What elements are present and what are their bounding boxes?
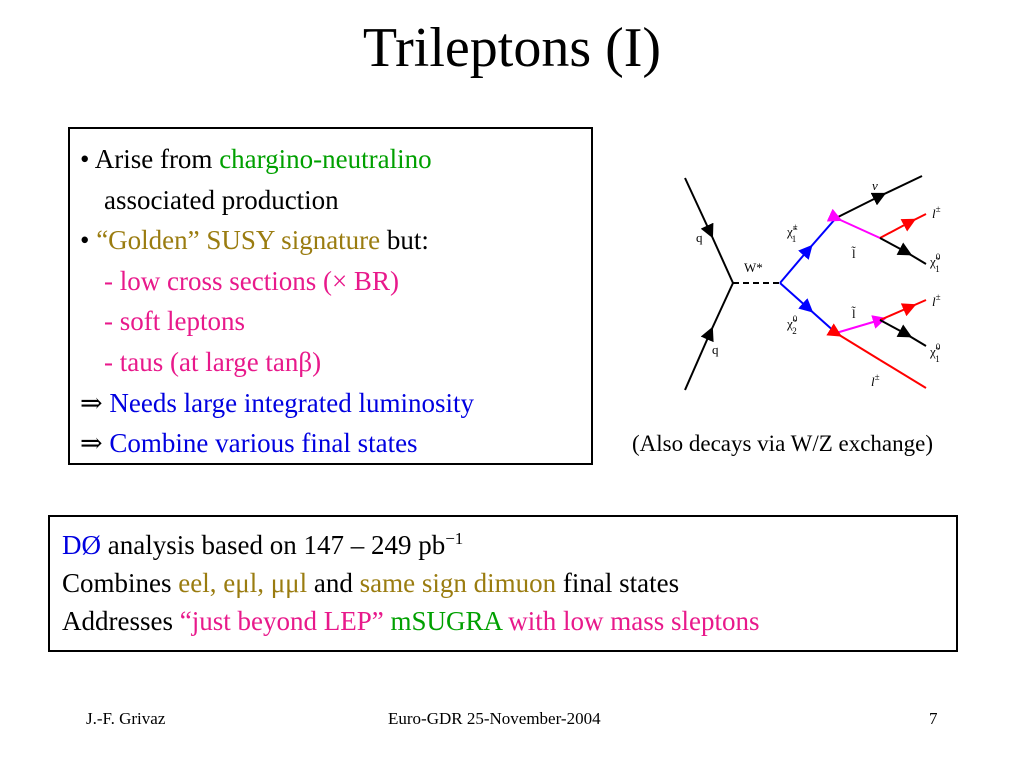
neutralino2-line [779,282,814,313]
footer-page-number: 7 [929,709,938,728]
slepton-label-top: l̃ [851,246,856,261]
neutrino-line-b [879,175,923,197]
neutralino1-line-bottom-b [905,333,927,347]
neutralino1-bottom-sub: 1 [935,354,940,364]
neutrino-line [835,192,887,219]
implication-luminosity: ⇒ Needs large integrated luminosity [80,383,591,424]
quark-line-bottom-b [684,326,714,391]
neutralino1-bottom-sup: 0 [936,342,941,352]
channels-text: eel, eμl, μμl [178,568,308,598]
implication-2-text: Combine various final states [109,428,418,459]
bullet-1-prefix: Arise from [94,144,213,174]
neutralino1-top-sup: 0 [936,252,941,262]
lepton-line-2 [879,303,917,321]
neutralino2-label: χ̃0 2 [786,314,798,336]
neutralino1-line-bottom [879,319,913,338]
chargino-line [779,249,809,284]
slepton-label-bottom: l̃ [851,306,856,321]
analysis-line-2-suffix: final states [562,568,680,598]
slide-title: Trileptons (I) [362,17,662,79]
footer-event: Euro-GDR 25-November-2004 [388,709,601,728]
neutralino1-bottom-symbol: χ̃ [929,344,941,359]
lepton-3-symbol: l [871,374,875,389]
analysis-line-3: Addresses “just beyond LEP” mSUGRA with … [62,602,956,640]
chargino-sub: 1 [792,234,797,244]
lepton-line-3 [826,323,881,361]
low-mass-sleptons-text: with low mass sleptons [508,606,760,636]
implication-1-text: Needs large integrated luminosity [109,387,475,418]
neutralino1-line-top-b [905,251,927,265]
w-label: W* [744,260,763,275]
chargino-symbol: χ̃ [786,224,798,239]
bullet-line-1: • Arise from chargino-neutralino [80,139,591,180]
msugra-text: mSUGRA [390,606,502,636]
inverse-pb-exponent: −1 [445,529,464,548]
bullet-box: • Arise from chargino-neutralino associa… [68,127,593,465]
lepton-2-sup: ± [936,292,941,302]
analysis-line-2-prefix: Combines [62,568,172,598]
lepton-label-2: l± [932,292,941,309]
neutralino1-top-symbol: χ̃ [929,254,941,269]
dimuon-text: same sign dimuon [359,568,557,598]
implies-arrow-icon: ⇒ [80,387,103,418]
lepton-label-3: l± [871,372,880,389]
bullet-dot: • [80,225,90,256]
beyond-lep-text: “just beyond LEP” [179,606,384,636]
neutralino1-label-bottom: χ̃0 1 [929,342,941,364]
neutrino-label: ν [872,178,878,193]
diagram-caption: (Also decays via W/Z exchange) [632,431,934,456]
lepton-1-sup: ± [936,204,941,214]
neutralino1-top-sub: 1 [935,264,940,274]
lepton-line-3-b [879,359,927,389]
bullet-2-suffix: but: [386,225,429,256]
lepton-2-symbol: l [932,294,936,309]
bullet-2-highlight: “Golden” SUSY signature [96,225,381,256]
quark-line-top-b [709,231,734,284]
neutralino2-line-b [807,307,837,334]
lepton-1-symbol: l [932,206,936,221]
analysis-line-3-prefix: Addresses [62,606,173,636]
neutralino2-sub: 2 [792,326,797,336]
bullet-1-continuation: associated production [104,184,339,215]
footer-author: J.-F. Grivaz [86,709,166,728]
neutralino2-sup: 0 [793,314,798,324]
neutralino1-label-top: χ̃0 1 [929,252,941,274]
quark-line-bottom [709,282,734,334]
chargino-line-b [798,217,837,260]
sub-point-cross-sections: - low cross sections (× BR) [104,265,399,296]
analysis-line-1: DØ analysis based on 147 – 249 pb−1 [62,526,956,564]
lepton-label-1: l± [932,204,941,221]
and-text: and [313,568,353,598]
bullet-dot: • [80,144,90,174]
sub-point-taus: - taus (at large tanβ) [104,346,322,377]
lepton-line-1-b [909,213,927,223]
lepton-3-sup: ± [875,372,880,382]
slepton-line-top [826,208,881,239]
bullet-1-highlight: chargino-neutralino [219,144,432,174]
quark-label-top: q [696,230,703,245]
quark-line-top [684,177,714,239]
neutralino1-line-top [879,237,913,256]
bullet-line-1-cont: associated production [80,180,591,221]
quark-label-bottom: q [712,342,719,357]
sub-point-soft-leptons: - soft leptons [104,306,245,337]
d0-label: DØ [62,530,101,560]
slepton-line-bottom [835,315,887,334]
lepton-line-1 [879,218,917,239]
chargino-label: χ̃± 1 [786,222,798,244]
feynman-diagram: q q W* χ̃± 1 χ̃0 2 ν l̃ l̃ l± χ̃0 1 l± χ̃0 1… [684,175,941,391]
bullet-line-2: • “Golden” SUSY signature but: [80,220,591,261]
lepton-line-2-b [909,299,927,308]
implication-final-states: ⇒ Combine various final states [80,423,591,464]
analysis-line-1-text: analysis based on 147 – 249 pb [107,530,446,560]
implies-arrow-icon: ⇒ [80,428,103,459]
chargino-sup: ± [793,222,798,232]
analysis-box: DØ analysis based on 147 – 249 pb−1 Comb… [48,515,958,652]
analysis-line-2: Combines eel, eμl, μμl and same sign dim… [62,564,956,602]
neutralino2-symbol: χ̃ [786,316,798,331]
